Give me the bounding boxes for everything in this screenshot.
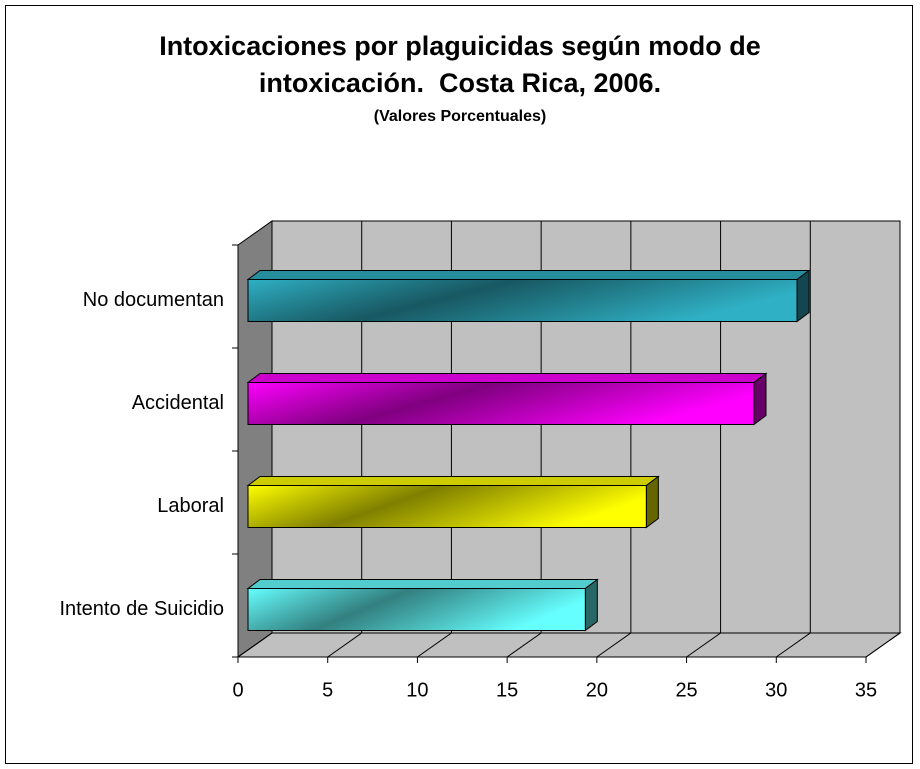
floor-grid-line [327,632,363,658]
bar-top [246,476,660,486]
bar-side [584,578,598,632]
chart-title: Intoxicaciones por plaguicidas según mod… [159,31,769,98]
y-tick-label: Laboral [157,495,224,517]
bar [247,382,755,425]
bar-top [246,270,811,280]
bar-side [645,475,659,529]
bar-side [796,269,810,323]
bar [247,588,586,631]
floor-grid-line [417,632,452,658]
floor-grid-line [865,632,901,658]
floor-grid-line [237,632,273,658]
chart-subtitle: (Valores Porcentuales) [373,108,547,125]
bar [247,485,647,528]
x-tick-label: 35 [855,679,877,701]
y-tick-label: Intento de Suicidio [59,598,224,620]
bar-top [246,373,768,383]
floor-grid-line [506,632,542,658]
y-tick-label: No documentan [83,289,224,311]
x-tick-label: 25 [675,679,697,701]
x-tick-label: 0 [232,679,243,701]
floor-grid-line [596,632,632,658]
x-tick-label: 15 [496,679,518,701]
x-tick-label: 30 [765,679,787,701]
x-tick-label: 20 [586,679,608,701]
bar [247,279,798,322]
floor-grid-line [686,632,721,658]
bar-top [246,579,599,589]
bar-side [753,372,767,426]
floor-grid-line [775,632,811,658]
y-tick-label: Accidental [132,392,224,414]
x-tick-label: 5 [322,679,333,701]
floor [236,632,902,658]
chart-frame [5,5,913,764]
x-tick-label: 10 [406,679,428,701]
